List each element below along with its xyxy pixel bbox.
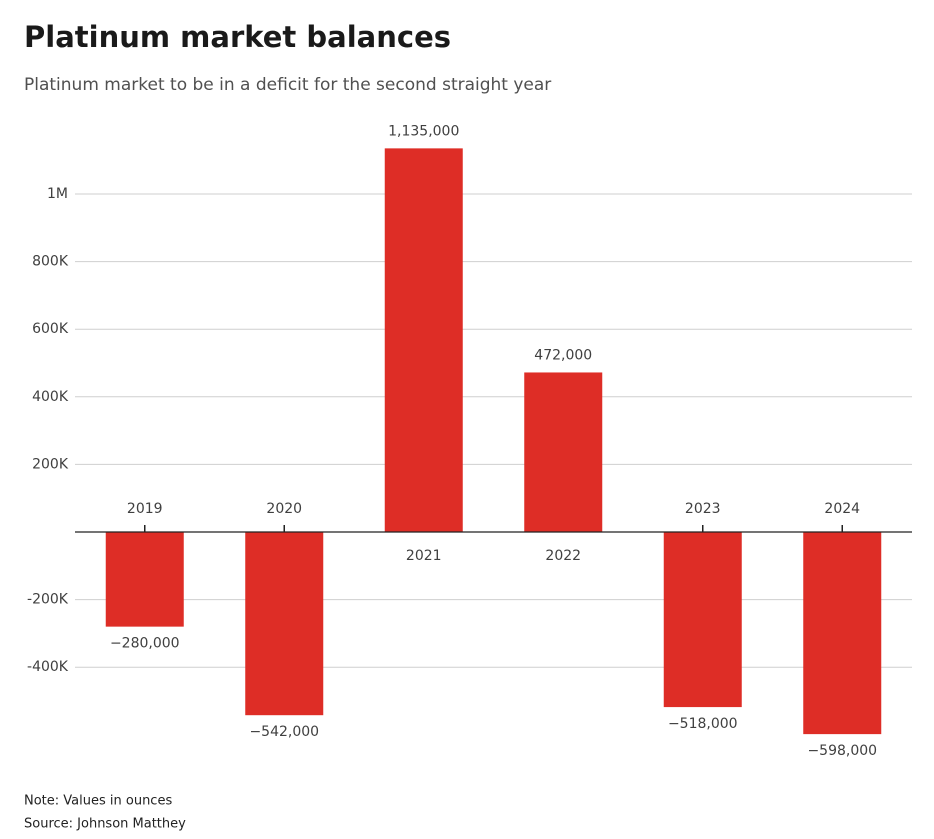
x-tick-label: 2023 [685, 501, 721, 517]
y-tick-label: 400K [32, 389, 69, 405]
x-tick-label: 2019 [127, 501, 163, 517]
value-label: −542,000 [249, 724, 319, 740]
x-tick-label: 2022 [545, 548, 581, 564]
value-label: −518,000 [668, 716, 738, 732]
source: Source: Johnson Matthey [24, 817, 186, 832]
x-tick-label: 2024 [824, 501, 860, 517]
y-tick-label: 200K [32, 456, 69, 472]
bar [105, 532, 184, 627]
bar [384, 148, 463, 532]
chart-subtitle: Platinum market to be in a deficit for t… [24, 75, 551, 95]
x-tick-label: 2021 [406, 548, 442, 564]
bar [245, 532, 324, 716]
y-tick-label: 800K [32, 254, 69, 270]
y-tick-label: -400K [27, 659, 69, 675]
x-tick-label: 2020 [266, 501, 302, 517]
bar [803, 532, 882, 735]
bar [663, 532, 742, 708]
bar [524, 372, 603, 532]
value-label: 472,000 [534, 347, 592, 363]
value-label: 1,135,000 [388, 123, 459, 139]
y-tick-label: 600K [32, 321, 69, 337]
y-tick-label: -200K [27, 592, 69, 608]
y-tick-label: 1M [47, 186, 68, 202]
note: Note: Values in ounces [24, 794, 172, 809]
value-label: −280,000 [110, 636, 180, 652]
value-label: −598,000 [807, 743, 877, 759]
chart-title: Platinum market balances [24, 20, 451, 54]
